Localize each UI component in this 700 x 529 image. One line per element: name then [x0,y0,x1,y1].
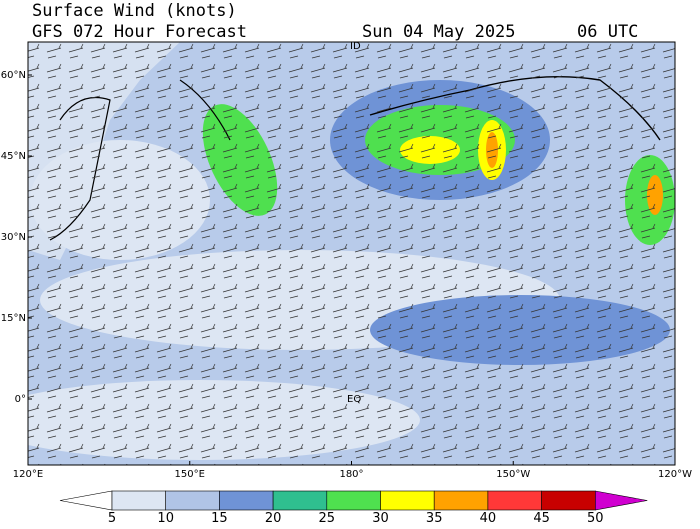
colorbar-segment [380,490,435,511]
lon-label: 150°W [496,469,530,480]
colorbar-segment [433,490,489,511]
colorbar-label: 45 [533,511,550,525]
lat-label: 45°N [1,151,26,162]
lat-label: 30°N [1,232,26,243]
colorbar-label: 10 [157,511,174,525]
colorbar-segment [111,490,167,511]
colorbar-label: 30 [372,511,389,525]
colorbar-label: 40 [480,511,497,525]
annotation: ID [350,41,361,52]
lon-label: 120°W [658,469,692,480]
colorbar-label: 50 [587,511,604,525]
colorbar-label: 5 [108,511,116,525]
lon-label: 180° [339,469,363,480]
lat-label: 0° [15,394,26,405]
time: 06 UTC [577,22,638,42]
colorbar-label: 20 [265,511,282,525]
colorbar-segment [594,490,648,511]
colorbar: 5 10 15 20 25 30 35 40 45 50 [59,490,648,526]
colorbar-segment [541,490,596,511]
colorbar-segment [219,490,274,511]
colorbar-label: 35 [426,511,443,525]
axis-labels: 60°N 45°N 30°N 15°N 0° 120°E 150°E 180° 150°W 120… [1,70,692,480]
lat-label: 15°N [1,313,26,324]
date: Sun 04 May 2025 [362,22,516,42]
colorbar-segment [487,490,542,511]
lon-label: 120°E [13,469,43,480]
colorbar-segment [326,490,381,511]
colorbar-label: 25 [319,511,336,525]
lat-label: 60°N [1,70,26,81]
subtitle: GFS 072 Hour Forecast [32,22,247,42]
colorbar-label: 15 [211,511,228,525]
colorbar-segment [272,490,328,511]
colorbar-segment [165,490,220,511]
annotation: EQ [347,394,361,405]
colorbar-segment [59,490,113,511]
title: Surface Wind (knots) [32,1,237,21]
lon-label: 150°E [175,469,205,480]
map-field [28,42,675,465]
